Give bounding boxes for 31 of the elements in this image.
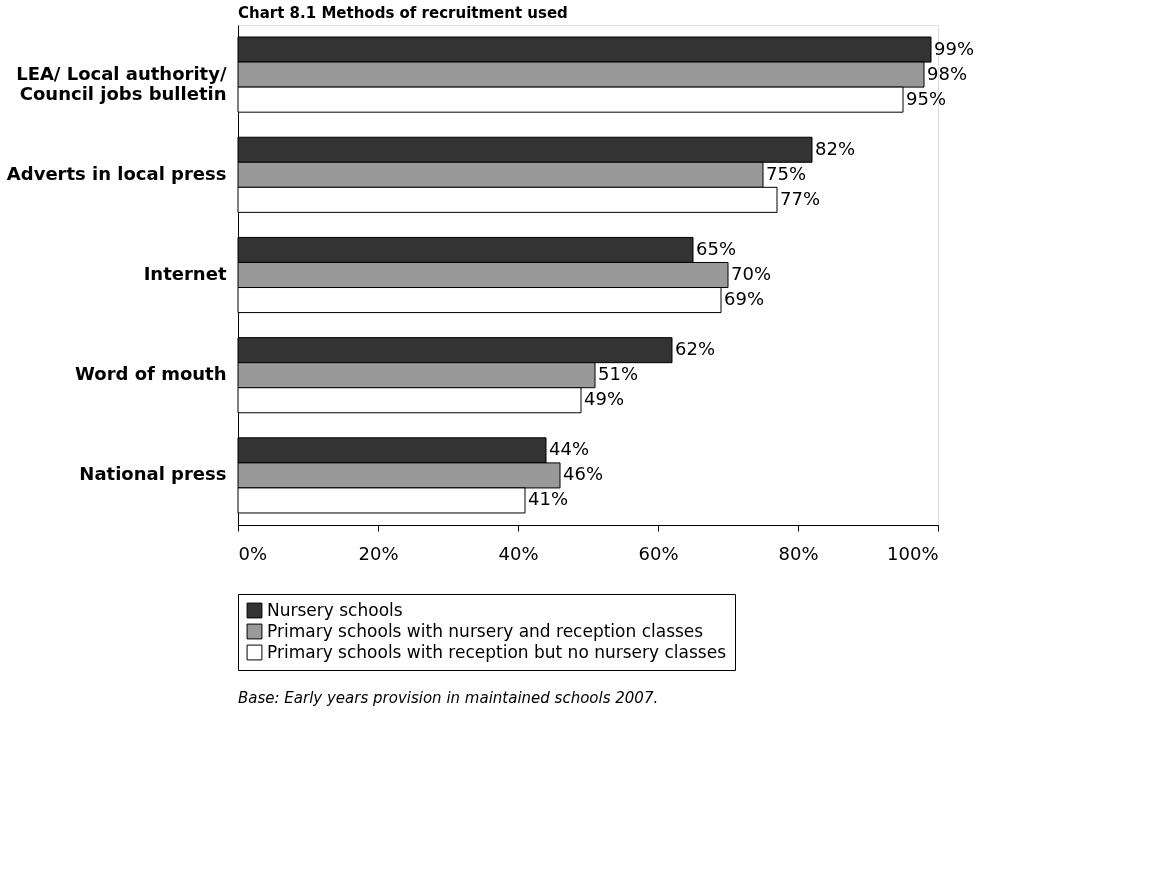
data-label: 44% <box>549 438 590 460</box>
x-tick-label: 80% <box>778 542 819 564</box>
data-label: 75% <box>766 162 807 184</box>
x-tick-label: 60% <box>638 542 679 564</box>
data-label: 41% <box>528 488 569 510</box>
x-tick-label: 100% <box>887 542 939 564</box>
x-tick-label: 40% <box>498 542 539 564</box>
legend-label: Primary schools with reception but no nursery classes <box>267 641 727 662</box>
x-tick-label: 20% <box>358 542 399 564</box>
chart-title: Chart 8.1 Methods of recruitment used <box>238 4 568 22</box>
data-label: 82% <box>815 137 856 159</box>
data-label: 69% <box>724 288 765 310</box>
data-label: 98% <box>927 62 968 84</box>
legend-label: Nursery schools <box>267 599 403 620</box>
y-tick-label: National press <box>79 463 227 485</box>
data-label: 70% <box>731 263 772 284</box>
y-tick-label: Word of mouth <box>75 363 227 385</box>
y-tick-label: LEA/ Local authority/ Council jobs bulletin <box>16 62 227 104</box>
data-label: 49% <box>584 388 625 410</box>
x-tick-label: 0% <box>238 542 268 564</box>
data-label: 95% <box>906 87 947 109</box>
y-tick-label: Adverts in local press <box>6 162 227 184</box>
data-label: 62% <box>675 338 716 360</box>
legend-label: Primary schools with nursery and reception classes <box>267 620 704 641</box>
data-label: 51% <box>598 363 639 385</box>
data-label: 77% <box>780 187 821 209</box>
data-label: 65% <box>696 237 737 259</box>
data-label: 99% <box>934 37 975 59</box>
data-label: 46% <box>563 463 604 485</box>
y-tick-label: Internet <box>143 263 227 284</box>
text: Base: Early years provision in maintained schools 2007. <box>238 688 659 707</box>
